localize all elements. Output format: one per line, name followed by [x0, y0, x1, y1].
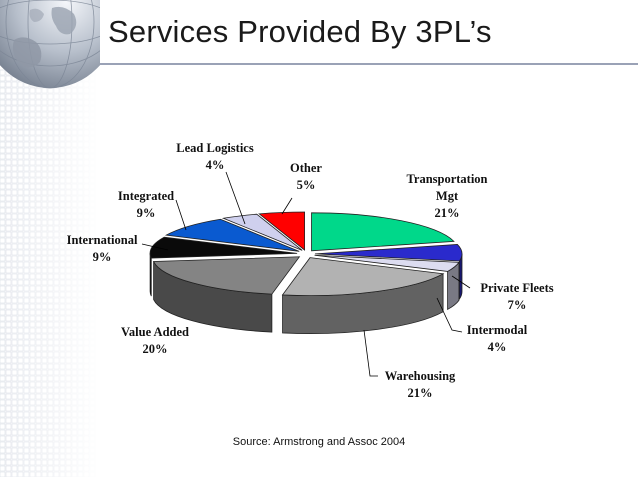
slice-percent-integrated: 9%	[137, 206, 156, 220]
page-title: Services Provided By 3PL’s	[108, 14, 492, 49]
background-grid-pattern	[0, 69, 96, 477]
slice-percent-lead-logistics: 4%	[206, 158, 225, 172]
pie-slice-intermodal	[314, 254, 460, 272]
slice-name-transportation-mgt: Mgt	[436, 189, 459, 203]
pie-slice-international	[149, 236, 298, 259]
slice-percent-transportation-mgt: 21%	[435, 206, 460, 220]
source-note: Source: Armstrong and Assoc 2004	[232, 436, 406, 448]
slice-percent-international: 9%	[93, 250, 112, 264]
pie-slice-other	[258, 211, 305, 251]
slice-name-other: Other	[290, 161, 322, 175]
slice-label-transportation-mgt: Transportation Mgt 21%	[406, 172, 487, 220]
leader-line-lead-logistics	[225, 171, 246, 225]
slice-name-intermodal: Intermodal	[467, 323, 528, 337]
slice-name-international: International	[67, 233, 138, 247]
slice-name-integrated: Integrated	[118, 189, 174, 203]
leader-line-integrated	[175, 199, 187, 231]
globe-icon	[0, 0, 100, 89]
slice-percent-private-fleets: 7%	[508, 298, 527, 312]
slice-label-international: International 9%	[67, 233, 138, 264]
slice-percent-other: 5%	[297, 178, 316, 192]
leader-line-intermodal	[436, 297, 463, 333]
pie-slice-lead-logistics	[221, 213, 303, 251]
pie-labels: Transportation Mgt 21% Private Fleets 7% Inte…	[67, 141, 554, 400]
pie-side-international	[149, 253, 152, 297]
slice-label-lead-logistics: Lead Logistics 4%	[176, 141, 254, 172]
slice-name-private-fleets: Private Fleets	[480, 281, 553, 295]
leader-line-other	[281, 197, 293, 215]
pie-slice-value-added	[152, 256, 301, 295]
leader-line-warehousing	[363, 329, 378, 377]
slice-name-warehousing: Warehousing	[385, 369, 456, 383]
pie-tops	[149, 211, 463, 297]
slice-label-warehousing: Warehousing 21%	[385, 369, 456, 400]
title-underline	[100, 63, 638, 65]
slice-label-value-added: Value Added 20%	[121, 325, 189, 356]
slice-percent-warehousing: 21%	[408, 386, 433, 400]
pie-slice-warehousing	[281, 257, 445, 297]
slice-percent-value-added: 20%	[143, 342, 168, 356]
slice-name-lead-logistics: Lead Logistics	[176, 141, 254, 155]
pie-leaders	[141, 171, 471, 377]
slice-label-intermodal: Intermodal 4%	[467, 323, 528, 354]
slice-label-integrated: Integrated 9%	[118, 189, 174, 220]
slice-label-private-fleets: Private Fleets 7%	[480, 281, 553, 312]
slice-label-other: Other 5%	[290, 161, 322, 192]
pie-slice-integrated	[164, 218, 300, 252]
slice-percent-intermodal: 4%	[488, 340, 507, 354]
leader-line-private-fleets	[451, 275, 471, 289]
pie-slice-private-fleets	[314, 244, 463, 262]
leader-line-international	[141, 243, 169, 251]
slice-name-transportation-mgt: Transportation	[406, 172, 487, 186]
slice-name-value-added: Value Added	[121, 325, 189, 339]
pie-slice-transportation-mgt	[311, 212, 455, 252]
